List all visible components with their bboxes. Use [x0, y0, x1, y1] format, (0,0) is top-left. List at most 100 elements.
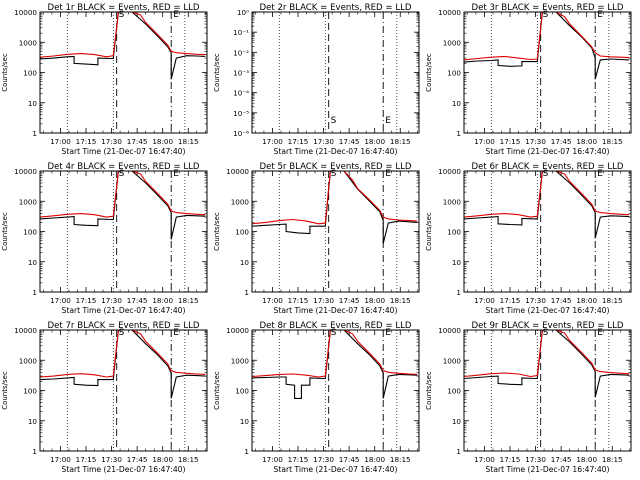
x-axis-label: Start Time (21-Dec-07 16:47:40) — [486, 465, 610, 474]
y-axis-label: Counts/sec — [425, 371, 433, 410]
x-tick-label: 17:00 — [50, 137, 71, 146]
y-axis-label: Counts/sec — [1, 212, 9, 251]
x-tick-label: 18:15 — [390, 455, 411, 464]
y-tick-label: 1000 — [19, 197, 38, 206]
end-marker-label: E — [173, 328, 179, 338]
plot-frame — [463, 329, 632, 452]
x-axis-label: Start Time (21-Dec-07 16:47:40) — [62, 465, 186, 474]
y-tick-label: 1 — [456, 288, 461, 297]
y-axis-label: Counts/sec — [1, 371, 9, 410]
y-tick-label: 10⁻⁴ — [233, 89, 249, 98]
y-tick-label: 1000 — [443, 38, 462, 47]
x-tick-label: 18:15 — [178, 296, 199, 305]
x-tick-label: 17:30 — [525, 137, 546, 146]
y-tick-label: 10000 — [226, 326, 249, 335]
x-tick-label: 18:00 — [364, 296, 385, 305]
y-tick-label: 1000 — [231, 197, 250, 206]
x-tick-label: 17:15 — [76, 296, 97, 305]
y-tick-label: 1000 — [443, 197, 462, 206]
events-series-line — [252, 330, 418, 399]
x-axis-label: Start Time (21-Dec-07 16:47:40) — [486, 306, 610, 315]
lld-series-line — [40, 171, 206, 218]
plot-frame — [251, 329, 420, 452]
events-series-line — [464, 330, 630, 398]
y-tick-label: 10000 — [438, 326, 461, 335]
x-tick-label: 17:00 — [474, 137, 495, 146]
y-tick-label: 100 — [235, 228, 249, 237]
y-tick-label: 100 — [447, 387, 461, 396]
events-series-line — [464, 171, 630, 239]
y-tick-label: 10 — [452, 417, 462, 426]
y-tick-label: 100 — [447, 69, 461, 78]
x-tick-label: 18:00 — [576, 296, 597, 305]
x-tick-label: 17:45 — [339, 137, 360, 146]
x-tick-label: 18:00 — [364, 137, 385, 146]
panel-det-3: Det 3r BLACK = Events, RED = LLD Counts/s… — [425, 3, 632, 156]
x-tick-label: 17:00 — [474, 455, 495, 464]
y-tick-label: 1000 — [443, 356, 462, 365]
lld-series-line — [464, 171, 630, 218]
start-marker-label: S — [119, 328, 125, 338]
start-marker-label: S — [119, 10, 125, 20]
plot-frame — [39, 170, 208, 293]
x-tick-label: 18:15 — [602, 296, 623, 305]
x-tick-label: 17:00 — [262, 137, 283, 146]
end-marker-label: E — [597, 169, 603, 179]
y-tick-label: 100 — [23, 69, 37, 78]
panel-title: Det 4r BLACK = Events, RED = LLD — [47, 162, 199, 172]
panel-det-1: Det 1r BLACK = Events, RED = LLD Counts/s… — [1, 3, 208, 156]
start-marker-label: S — [331, 328, 337, 338]
x-tick-label: 18:15 — [178, 137, 199, 146]
x-tick-label: 17:00 — [262, 455, 283, 464]
y-tick-label: 1 — [32, 288, 37, 297]
x-axis-label: Start Time (21-Dec-07 16:47:40) — [274, 147, 398, 156]
x-tick-label: 18:15 — [602, 455, 623, 464]
panel-title: Det 3r BLACK = Events, RED = LLD — [471, 3, 623, 13]
y-tick-label: 10 — [240, 417, 250, 426]
x-tick-label: 17:15 — [500, 137, 521, 146]
end-marker-label: E — [597, 328, 603, 338]
y-tick-label: 100 — [447, 228, 461, 237]
events-series-line — [252, 171, 418, 244]
x-tick-label: 17:15 — [76, 137, 97, 146]
x-tick-label: 18:00 — [364, 455, 385, 464]
y-tick-label: 1 — [456, 129, 461, 138]
y-tick-label: 1000 — [231, 356, 250, 365]
x-tick-label: 17:45 — [339, 296, 360, 305]
plot-frame — [251, 11, 420, 134]
plot-frame — [463, 170, 632, 293]
lld-series-line — [40, 330, 206, 378]
x-tick-label: 18:15 — [178, 455, 199, 464]
y-tick-label: 10 — [28, 258, 38, 267]
y-tick-label: 10000 — [438, 167, 461, 176]
end-marker-label: E — [385, 328, 391, 338]
y-tick-label: 10000 — [14, 167, 37, 176]
x-tick-label: 17:30 — [313, 137, 334, 146]
y-tick-label: 10⁻³ — [233, 69, 249, 78]
start-marker-label: S — [119, 169, 125, 179]
x-tick-label: 17:15 — [288, 137, 309, 146]
panel-det-2: Det 2r BLACK = Events, RED = LLD Counts/s… — [213, 3, 420, 156]
x-axis-label: Start Time (21-Dec-07 16:47:40) — [274, 465, 398, 474]
x-tick-label: 18:00 — [152, 455, 173, 464]
lld-series-line — [252, 330, 418, 378]
x-tick-label: 17:15 — [500, 455, 521, 464]
y-tick-label: 10 — [240, 258, 250, 267]
x-tick-label: 17:00 — [50, 455, 71, 464]
y-tick-label: 10000 — [438, 8, 461, 17]
y-tick-label: 1 — [244, 447, 249, 456]
panel-det-4: Det 4r BLACK = Events, RED = LLD Counts/s… — [1, 162, 208, 315]
lld-series-line — [464, 12, 630, 61]
y-tick-label: 100 — [23, 228, 37, 237]
events-series-line — [40, 12, 206, 80]
x-tick-label: 18:00 — [576, 455, 597, 464]
x-tick-label: 17:30 — [101, 137, 122, 146]
x-tick-label: 18:00 — [152, 296, 173, 305]
y-tick-label: 10 — [452, 99, 462, 108]
panel-title: Det 7r BLACK = Events, RED = LLD — [47, 321, 199, 331]
panel-title: Det 2r BLACK = Events, RED = LLD — [259, 3, 411, 13]
y-axis-label: Counts/sec — [1, 53, 9, 92]
y-axis-label: Counts/sec — [425, 212, 433, 251]
panel-title: Det 1r BLACK = Events, RED = LLD — [47, 3, 199, 13]
y-tick-label: 1000 — [19, 356, 38, 365]
